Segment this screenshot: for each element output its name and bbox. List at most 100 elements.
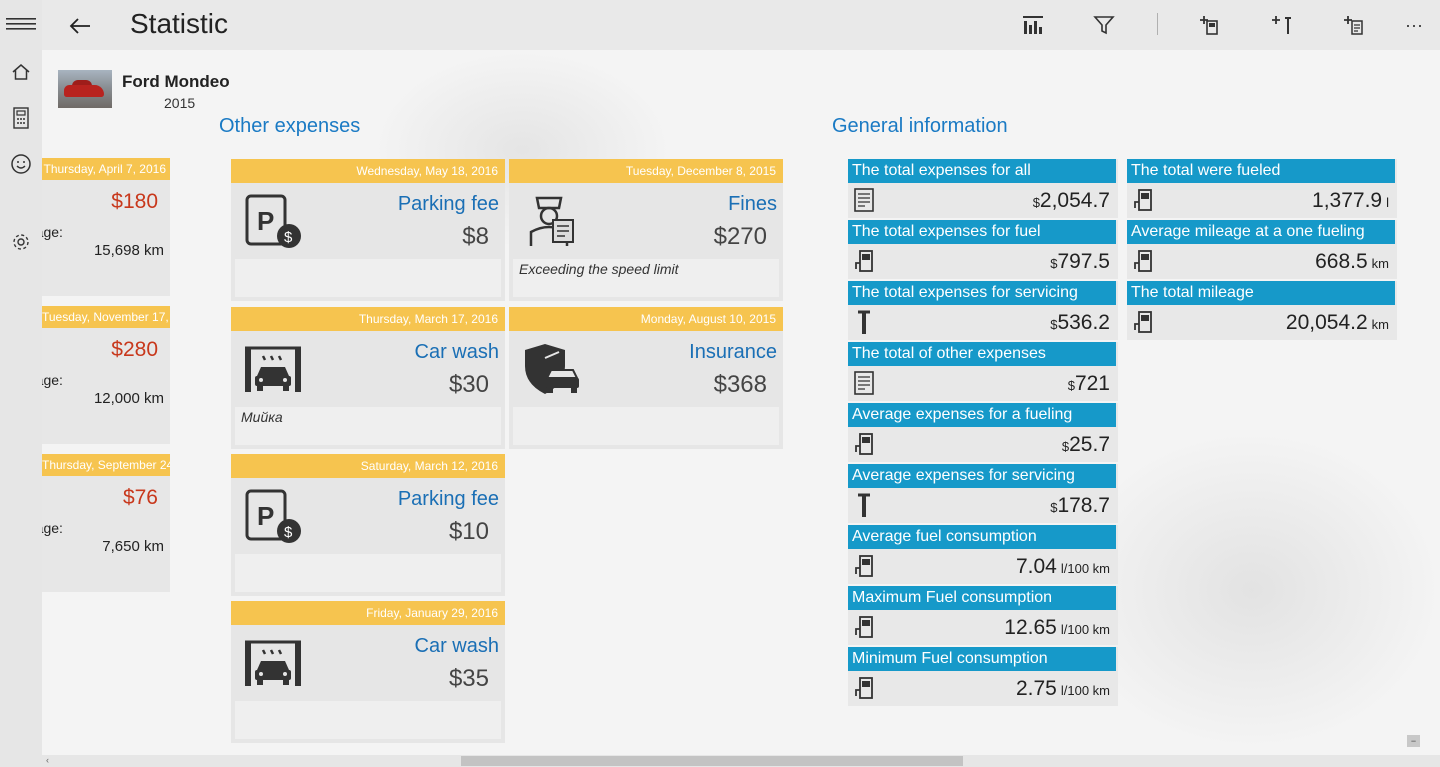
horizontal-scrollbar[interactable]: ‹ [42,755,1440,767]
car-wash-icon [241,339,305,401]
info-tile-label: The total expenses for fuel [848,220,1116,244]
expense-card[interactable]: Monday, August 10, 2015 Insurance $368 [509,307,783,449]
info-tile-label: Average fuel consumption [848,525,1116,549]
info-tile-prefix: $ [1050,256,1058,271]
expense-card[interactable]: Thursday, March 17, 2016 Car wash $30 Ми… [231,307,505,449]
smiley-icon [11,154,31,174]
police-icon [519,191,583,253]
back-arrow-icon [69,18,90,34]
parking-icon: P $ [241,486,305,548]
feedback-button[interactable] [0,144,42,184]
fuel-card-mileage: 15,698 km [93,242,164,259]
fuel-pump-icon [852,675,876,701]
fuel-card[interactable]: Tuesday, November 17, 2015 $280 Mileage:… [42,306,170,444]
info-tile: The total were fueled 1,377.9 l [1127,159,1397,218]
expense-date: Wednesday, May 18, 2016 [231,159,505,183]
chart-view-button[interactable] [1013,5,1053,45]
fuel-card-mileage: 12,000 km [93,390,164,407]
info-tile-value-wrap: $797.5 [1050,250,1110,274]
fuel-card-date: Thursday, September 24, 2015 [42,454,170,476]
expense-name: Insurance [689,341,777,363]
add-other-expense-button[interactable] [1334,5,1374,45]
expense-card[interactable]: Friday, January 29, 2016 Car wash $35 [231,601,505,743]
expense-amount: $368 [713,371,767,398]
info-tile: Maximum Fuel consumption 12.65 l/100 km [848,586,1118,645]
expense-amount: $30 [448,371,489,398]
add-fuel-icon [1200,16,1218,35]
fuel-card-label: Mileage: [42,520,63,536]
add-service-icon [1272,16,1291,34]
info-tile-label: Average expenses for a fueling [848,403,1116,427]
info-tile-unit: l/100 km [1060,622,1110,637]
settings-button[interactable] [0,222,42,262]
filter-button[interactable] [1084,5,1124,45]
info-tile: Average mileage at a one fueling 668.5 km [1127,220,1397,279]
more-options-button[interactable]: ··· [1405,14,1423,35]
expense-card[interactable]: Saturday, March 12, 2016 P $ Parking fee … [231,454,505,596]
back-button[interactable] [60,6,100,46]
info-tile-unit: km [1371,256,1389,271]
fuel-card[interactable]: Thursday, September 24, 2015 $76 Mileage… [42,454,170,592]
info-tile-value-wrap: 20,054.2 km [1286,311,1389,335]
car-year: 2015 [164,95,196,111]
parking-icon: P $ [241,191,305,253]
info-tile-prefix: $ [1050,500,1058,515]
expense-name: Car wash [414,635,499,657]
car-thumbnail [58,70,112,108]
fuel-card-date: Tuesday, November 17, 2015 [42,306,170,328]
expense-card[interactable]: Tuesday, December 8, 2015 Fines $270 Exc… [509,159,783,301]
calculator-button[interactable] [0,98,42,138]
fuel-pump-icon [852,614,876,640]
wrench-icon [852,492,876,518]
info-tile-value: 1,377.9 [1312,189,1383,212]
minimize-button[interactable]: − [1407,735,1420,747]
svg-text:P: P [257,206,274,236]
home-button[interactable] [0,52,42,92]
info-tile: Minimum Fuel consumption 2.75 l/100 km [848,647,1118,706]
info-tile-value: 25.7 [1069,433,1110,456]
expense-card[interactable]: Wednesday, May 18, 2016 P $ Parking fee $… [231,159,505,301]
expense-name: Fines [728,193,777,215]
hamburger-menu-button[interactable] [0,4,42,44]
car-wash-icon [241,633,305,695]
expense-name: Car wash [414,341,499,363]
info-tile-unit: km [1371,317,1389,332]
fuel-pump-icon [1131,248,1155,274]
info-tile-value-wrap: $178.7 [1050,494,1110,518]
insurance-icon [519,339,583,401]
info-tile-value-wrap: 2.75 l/100 km [1016,677,1110,701]
info-tile-value: 536.2 [1057,311,1110,334]
info-tile-label: Minimum Fuel consumption [848,647,1116,671]
info-tile-value: 20,054.2 [1285,311,1368,334]
scrollbar-thumb[interactable] [461,756,963,766]
info-tile-value-wrap: 7.04 l/100 km [1016,555,1110,579]
fuel-card[interactable]: Thursday, April 7, 2016 $180 Mileage: 15… [42,158,170,296]
info-tile-label: The total expenses for servicing [848,281,1116,305]
info-tile-prefix: $ [1067,378,1075,393]
add-fuel-button[interactable] [1190,5,1230,45]
wrench-icon [852,309,876,335]
info-tile-prefix: $ [1032,195,1040,210]
fuel-pump-icon [852,431,876,457]
info-tile-unit: l/100 km [1060,561,1110,576]
info-tile-value: 7.04 [1015,555,1057,578]
expense-date: Monday, August 10, 2015 [509,307,783,331]
expense-note [235,259,501,297]
fuel-card-label: Mileage: [42,224,63,240]
fuel-card-date: Thursday, April 7, 2016 [42,158,170,180]
info-tile-unit: l/100 km [1060,683,1110,698]
nav-rail [0,0,42,767]
background-texture [1062,430,1440,750]
expense-amount: $270 [713,223,767,250]
info-tile-value-wrap: 1,377.9 l [1312,189,1389,213]
expense-date: Saturday, March 12, 2016 [231,454,505,478]
scroll-left-arrow-icon[interactable]: ‹ [46,755,49,765]
add-service-button[interactable] [1262,5,1302,45]
expense-note [513,407,779,445]
info-tile: Average fuel consumption 7.04 l/100 km [848,525,1118,584]
top-bar: Statistic ··· [42,0,1440,50]
other-expenses-title: Other expenses [219,115,361,137]
info-tile-prefix: $ [1061,439,1070,454]
info-tile: Average expenses for a fueling $25.7 [848,403,1118,462]
receipt-icon [852,370,876,396]
